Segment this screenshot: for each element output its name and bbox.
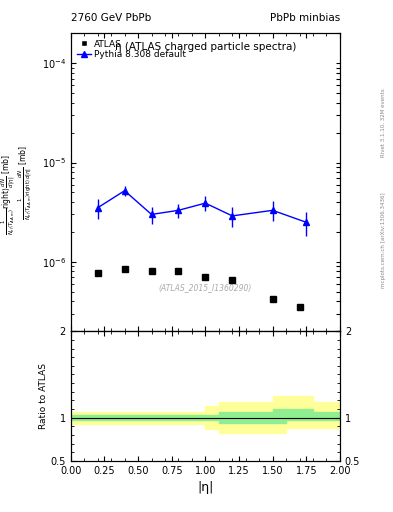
Text: Rivet 3.1.10, 32M events: Rivet 3.1.10, 32M events: [381, 89, 386, 157]
Text: (ATLAS_2015_I1360290): (ATLAS_2015_I1360290): [159, 284, 252, 292]
Legend: ATLAS, Pythia 8.308 default: ATLAS, Pythia 8.308 default: [75, 38, 188, 61]
Y-axis label: Ratio to ATLAS: Ratio to ATLAS: [39, 363, 48, 429]
X-axis label: |η|: |η|: [197, 481, 213, 494]
Text: 2760 GeV PbPb: 2760 GeV PbPb: [71, 13, 151, 23]
Text: mcplots.cern.ch [arXiv:1306.3436]: mcplots.cern.ch [arXiv:1306.3436]: [381, 193, 386, 288]
Text: η (ATLAS charged particle spectra): η (ATLAS charged particle spectra): [115, 42, 296, 52]
Y-axis label: $\frac{dN}{d|\eta|}$ [mb]: $\frac{dN}{d|\eta|}$ [mb]: [0, 511, 1, 512]
Text: $\frac{1}{N_{el}\langle T_{AA,m}\rangle\mathrm{right}\rangle}\frac{dN}{d|\eta|}$: $\frac{1}{N_{el}\langle T_{AA,m}\rangle\…: [16, 145, 34, 220]
Text: PbPb minbias: PbPb minbias: [270, 13, 340, 23]
Text: $\frac{1}{N_{el}\langle T_{AA,m}\rangle}$right$\rangle\frac{dN}{d|\eta|}$ [mb]: $\frac{1}{N_{el}\langle T_{AA,m}\rangle}…: [0, 154, 17, 235]
